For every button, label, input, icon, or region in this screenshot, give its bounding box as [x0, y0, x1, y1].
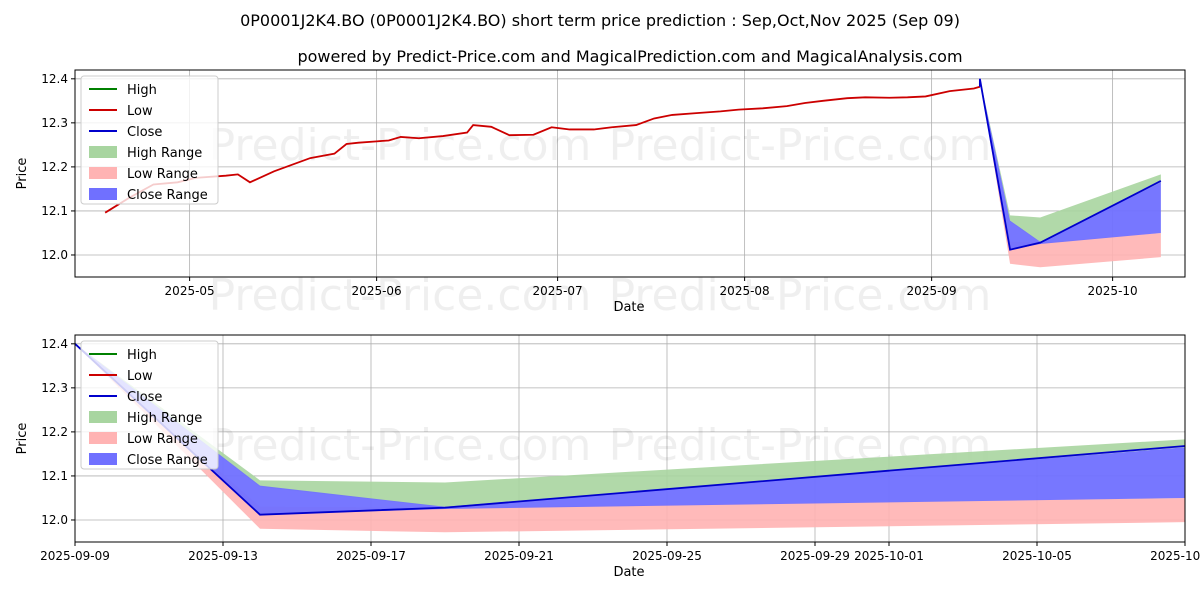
- low-range-band: [979, 78, 1161, 268]
- x-tick-label: 2025-07: [533, 284, 583, 298]
- x-tick-label: 2025-10-01: [854, 549, 924, 563]
- x-tick-label: 2025-09-29: [780, 549, 850, 563]
- legend: High Low Close High Range Low Range Close Ran…: [80, 340, 219, 470]
- legend-swatch-patch: [89, 432, 117, 444]
- close-forecast-line: [978, 78, 1162, 251]
- chart-subtitle: powered by Predict-Price.com and Magical…: [297, 47, 962, 66]
- high-range-band: [75, 343, 1185, 508]
- legend-label: High Range: [127, 411, 202, 426]
- y-tick-label: 12.2: [41, 425, 68, 439]
- close-range-band: [75, 343, 1185, 515]
- low-range-band: [75, 343, 1185, 533]
- y-tick-label: 12.0: [41, 248, 68, 262]
- x-tick-label: 2025-10-09: [1150, 549, 1200, 563]
- legend: High Low Close High Range Low Range Close Ran…: [80, 75, 219, 205]
- legend-swatch-patch: [89, 411, 117, 423]
- legend-swatch-patch: [89, 453, 117, 465]
- y-tick-label: 12.3: [41, 381, 68, 395]
- legend-label: Close Range: [127, 453, 208, 468]
- legend-label: High: [127, 348, 157, 363]
- x-tick-label: 2025-09-09: [40, 549, 110, 563]
- legend-label: Close: [127, 125, 162, 140]
- legend-label: Low Range: [127, 432, 198, 447]
- watermark-text: Predict-Price.com: [209, 270, 592, 321]
- y-tick-label: 12.4: [41, 72, 68, 86]
- x-tick-label: 2025-09-13: [188, 549, 258, 563]
- y-tick-label: 12.0: [41, 513, 68, 527]
- plot-frame: [74, 334, 1186, 543]
- watermark-text: Predict-Price.com: [209, 420, 592, 471]
- legend-label: Low Range: [127, 167, 198, 182]
- x-tick-label: 2025-08: [720, 284, 770, 298]
- y-tick-label: 12.1: [41, 469, 68, 483]
- x-axis-label: Date: [613, 565, 644, 580]
- legend-label: Low: [127, 369, 153, 384]
- y-tick-label: 12.1: [41, 204, 68, 218]
- history-price-line: [104, 85, 981, 214]
- x-tick-label: 2025-09: [907, 284, 957, 298]
- close-range-band: [979, 78, 1161, 250]
- legend-label: Close: [127, 390, 162, 405]
- x-tick-label: 2025-09-17: [336, 549, 406, 563]
- plot-frame: [74, 69, 1186, 278]
- x-tick-label: 2025-10: [1088, 284, 1138, 298]
- chart-title: 0P0001J2K4.BO (0P0001J2K4.BO) short term…: [240, 11, 960, 30]
- x-tick-label: 2025-06: [352, 284, 402, 298]
- legend-label: Close Range: [127, 188, 208, 203]
- grid-lines: [75, 70, 1185, 277]
- y-tick-label: 12.3: [41, 116, 68, 130]
- plot-panel-1: Predict-Price.com Predict-Price.com Predic…: [15, 69, 1186, 321]
- legend-swatch-patch: [89, 167, 117, 179]
- x-axis-label: Date: [613, 300, 644, 315]
- y-tick-label: 12.2: [41, 160, 68, 174]
- y-tick-label: 12.4: [41, 337, 68, 351]
- watermark-text: Predict-Price.com: [609, 120, 992, 171]
- high-range-band: [979, 78, 1161, 243]
- plot-panel-2: Predict-Price.com Predict-Price.com12.012…: [15, 334, 1200, 580]
- x-tick-label: 2025-09-21: [484, 549, 554, 563]
- legend-label: High Range: [127, 146, 202, 161]
- watermark-text: Predict-Price.com: [209, 120, 592, 171]
- legend-swatch-patch: [89, 188, 117, 200]
- legend-label: Low: [127, 104, 153, 119]
- x-tick-label: 2025-09-25: [632, 549, 702, 563]
- legend-label: High: [127, 83, 157, 98]
- watermark-text: Predict-Price.com: [609, 270, 992, 321]
- legend-swatch-patch: [89, 146, 117, 158]
- y-axis-label: Price: [15, 158, 30, 190]
- y-axis-label: Price: [15, 423, 30, 455]
- x-tick-label: 2025-05: [165, 284, 215, 298]
- x-tick-label: 2025-10-05: [1002, 549, 1072, 563]
